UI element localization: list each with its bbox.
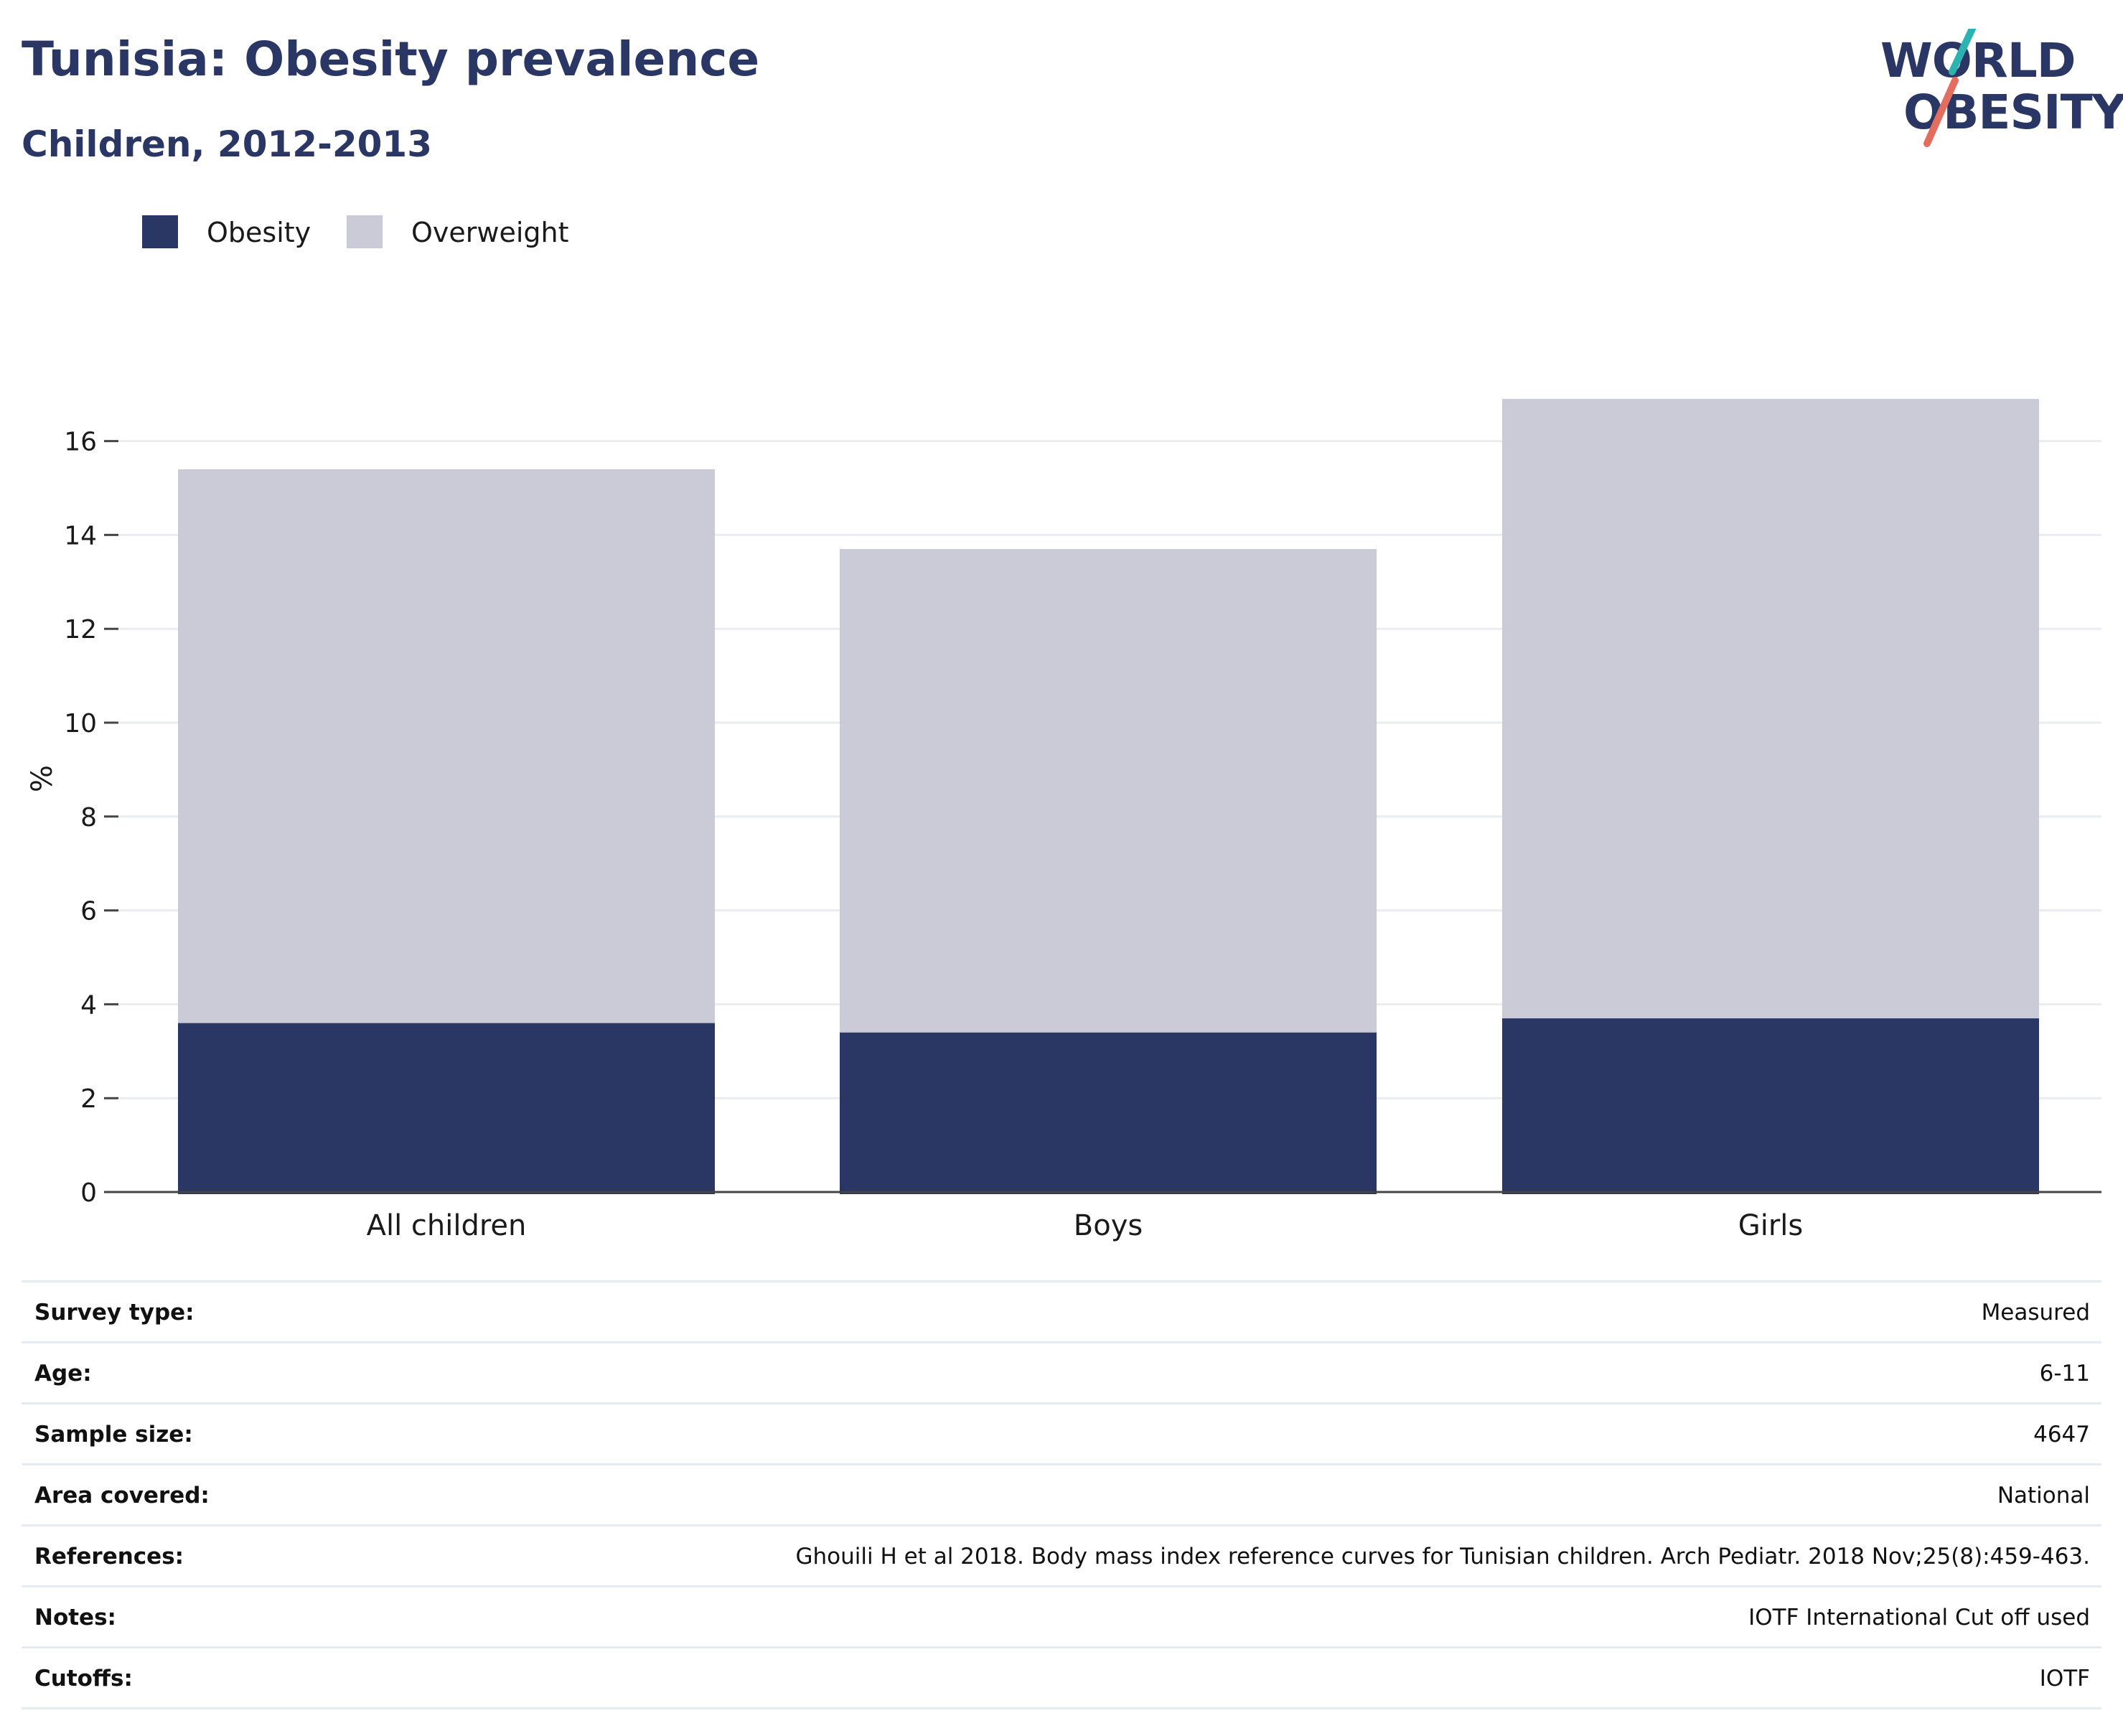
info-value: IOTF [2039,1666,2090,1692]
legend-swatch-obesity [142,215,178,248]
legend-label-obesity: Obesity [207,217,311,248]
bar-overweight-all-children[interactable] [178,469,715,1023]
info-label: Cutoffs: [34,1666,133,1692]
x-category-label: Girls [1738,1209,1804,1242]
info-row-age: Age: 6-11 [22,1341,2101,1402]
info-value: 6-11 [2039,1361,2090,1387]
info-value: National [1997,1483,2090,1509]
info-label: Area covered: [34,1483,210,1509]
stacked-bar-chart: 0 2 4 6 8 10 12 14 16 All children Boys Girls % [26,398,2101,1242]
info-label: Notes: [34,1605,116,1631]
y-tick-label: 12 [64,615,97,644]
info-label: Survey type: [34,1300,195,1326]
x-category-label: All children [367,1209,527,1242]
y-tick-label: 0 [80,1178,97,1208]
y-tick-label: 16 [64,428,97,457]
y-tick-label: 8 [80,803,97,832]
bar-obesity-girls[interactable] [1502,1018,2039,1194]
survey-info-table: Survey type: Measured Age: 6-11 Sample s… [22,1280,2101,1709]
bar-obesity-boys[interactable] [840,1032,1377,1194]
bar-obesity-all-children[interactable] [178,1023,715,1194]
info-label: References: [34,1544,184,1570]
legend-label-overweight: Overweight [411,217,569,248]
bars [178,398,2039,1194]
info-row-sample-size: Sample size: 4647 [22,1402,2101,1463]
info-row-survey-type: Survey type: Measured [22,1280,2101,1341]
x-category-label: Boys [1074,1209,1143,1242]
y-tick-label: 14 [64,521,97,550]
y-axis-ticks: 0 2 4 6 8 10 12 14 16 [64,428,118,1208]
info-row-notes: Notes: IOTF International Cut off used [22,1585,2101,1646]
info-row-area-covered: Area covered: National [22,1463,2101,1524]
chart-subtitle: Children, 2012-2013 [22,123,432,165]
info-label: Sample size: [34,1422,193,1448]
y-axis-label: % [26,765,59,792]
logo-text-line1: WORLD [1880,33,2076,88]
logo-slash-icon [1923,29,1976,147]
info-label: Age: [34,1361,92,1387]
bar-overweight-boys[interactable] [840,549,1377,1033]
info-row-references: References: Ghouili H et al 2018. Body m… [22,1524,2101,1585]
y-tick-label: 6 [80,897,97,926]
info-value: Ghouili H et al 2018. Body mass index re… [795,1544,2090,1570]
info-row-cutoffs: Cutoffs: IOTF [22,1646,2101,1709]
chart-title: Tunisia: Obesity prevalence [22,32,760,87]
x-axis-categories: All children Boys Girls [367,1209,1804,1242]
legend-swatch-overweight [347,215,383,248]
y-tick-label: 4 [80,990,97,1020]
y-tick-label: 10 [64,709,97,738]
world-obesity-logo: WORLD OBESITY [1866,29,2123,154]
bar-overweight-girls[interactable] [1502,398,2039,1019]
info-value: Measured [1981,1300,2090,1326]
y-tick-label: 2 [80,1084,97,1114]
info-value: 4647 [2033,1422,2090,1448]
info-value: IOTF International Cut off used [1748,1605,2090,1631]
